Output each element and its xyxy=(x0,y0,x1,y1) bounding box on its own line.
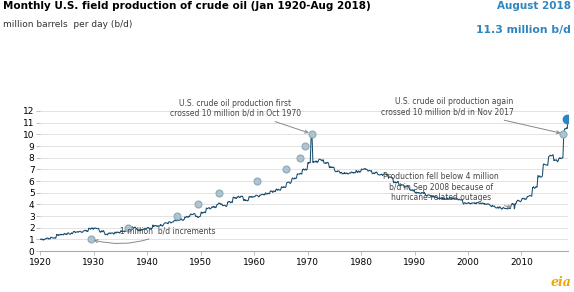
Text: 1 million  b/d increments: 1 million b/d increments xyxy=(95,226,216,244)
Text: Production fell below 4 million
b/d in Sep 2008 because of
hurricane-related out: Production fell below 4 million b/d in S… xyxy=(383,172,511,208)
Text: U.S. crude oil production first
crossed 10 million b/d in Oct 1970: U.S. crude oil production first crossed … xyxy=(170,99,308,133)
Text: eia: eia xyxy=(550,276,571,289)
Text: Monthly U.S. field production of crude oil (Jan 1920-Aug 2018): Monthly U.S. field production of crude o… xyxy=(3,1,371,11)
Text: U.S. crude oil production again
crossed 10 million b/d in Nov 2017: U.S. crude oil production again crossed … xyxy=(381,98,560,134)
Text: August 2018: August 2018 xyxy=(497,1,571,11)
Text: million barrels  per day (b/d): million barrels per day (b/d) xyxy=(3,20,132,29)
Text: 11.3 million b/d: 11.3 million b/d xyxy=(476,25,571,35)
